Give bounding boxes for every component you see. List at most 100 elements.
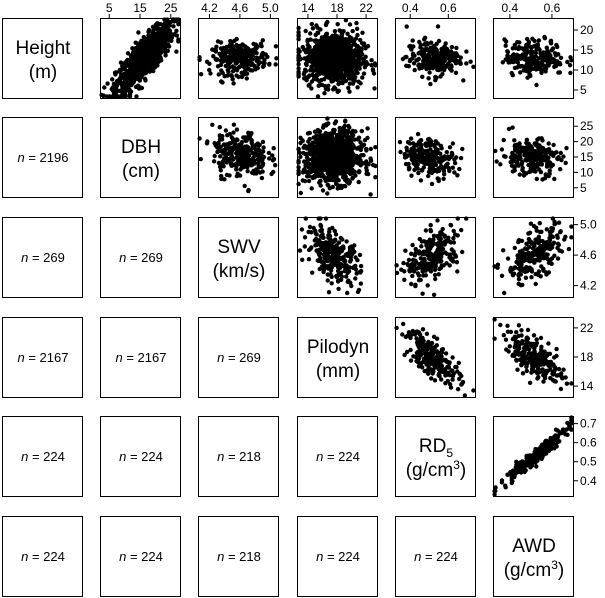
- scatter-point: [401, 260, 406, 266]
- scatter-point: [244, 57, 250, 63]
- scatter-point: [453, 253, 458, 258]
- scatter-point: [234, 43, 239, 48]
- scatter-point: [151, 68, 156, 74]
- scatter-point: [124, 82, 129, 87]
- scatter-point: [344, 131, 350, 136]
- scatter-point: [242, 64, 247, 69]
- scatter-point: [324, 63, 329, 68]
- scatter-point: [524, 50, 529, 56]
- scatter-point: [313, 60, 319, 65]
- scatter-point: [168, 19, 173, 25]
- scatter-point: [558, 229, 563, 234]
- scatter-point: [539, 158, 545, 163]
- scatter-point: [305, 42, 310, 48]
- scatter-point: [316, 152, 321, 158]
- scatter-point: [458, 155, 464, 161]
- scatter-point: [173, 17, 179, 22]
- scatter-point: [358, 53, 363, 58]
- scatter-point: [358, 263, 364, 269]
- scatter-point: [446, 235, 451, 240]
- scatter-point: [341, 59, 346, 64]
- panel-frame-1-5: [493, 117, 574, 198]
- scatter-point: [220, 134, 225, 139]
- scatter-point: [437, 266, 442, 272]
- variable-unit-swv: (km/s): [213, 261, 266, 282]
- scatter-point: [357, 252, 363, 258]
- scatter-point: [310, 140, 316, 145]
- scatter-point: [307, 136, 312, 142]
- scatter-point: [302, 244, 307, 249]
- scatter-point: [220, 159, 225, 164]
- scatter-point: [296, 37, 301, 42]
- scatter-point: [509, 70, 514, 76]
- scatter-point: [210, 47, 215, 52]
- scatter-point: [136, 30, 141, 35]
- scatter-point: [156, 26, 161, 31]
- panel-frame-3-0: [2, 317, 83, 398]
- scatter-panel-height-vs-rd5: [400, 24, 476, 87]
- scatter-point: [436, 38, 442, 44]
- scatter-point: [407, 58, 413, 64]
- scatter-point: [315, 172, 320, 177]
- scatter-point: [139, 41, 144, 46]
- scatter-point: [555, 233, 560, 238]
- scatter-point: [298, 190, 303, 196]
- scatter-point: [533, 281, 538, 287]
- scatter-point: [316, 247, 321, 253]
- scatter-panel-pilodyn-vs-rd5: [394, 321, 476, 398]
- scatter-point: [223, 155, 228, 160]
- scatter-point: [550, 216, 556, 221]
- scatter-point: [421, 273, 426, 278]
- scatter-point: [349, 130, 354, 136]
- scatter-point: [422, 256, 427, 262]
- scatter-point: [448, 223, 454, 228]
- scatter-point: [338, 183, 344, 188]
- panel-frame-4-3: [297, 416, 378, 497]
- sample-size-label: n = 224: [316, 549, 360, 564]
- scatter-point: [537, 146, 542, 152]
- scatter-point: [308, 57, 313, 62]
- scatter-point: [131, 79, 136, 84]
- scatter-point: [359, 48, 364, 53]
- scatter-point: [357, 169, 362, 174]
- scatter-point: [204, 141, 210, 146]
- scatter-point: [515, 256, 521, 261]
- scatter-point: [220, 70, 225, 76]
- scatter-point: [542, 252, 547, 257]
- scatter-point: [454, 260, 460, 265]
- scatter-point: [451, 236, 456, 241]
- scatter-point: [431, 159, 436, 165]
- scatter-point: [162, 46, 168, 51]
- scatter-point: [332, 160, 337, 166]
- scatter-point: [455, 269, 460, 274]
- scatter-point: [444, 150, 449, 155]
- scatter-point: [550, 241, 556, 247]
- scatter-point: [329, 75, 334, 80]
- scatter-point: [349, 36, 354, 41]
- scatter-point: [315, 241, 320, 246]
- scatter-point: [338, 29, 344, 34]
- scatter-point: [240, 42, 246, 48]
- scatter-point: [244, 158, 250, 163]
- scatter-point: [544, 272, 549, 277]
- scatter-point: [537, 150, 542, 155]
- scatter-point: [398, 149, 403, 155]
- scatter-point: [431, 168, 436, 174]
- scatter-point: [130, 65, 136, 71]
- scatter-point: [251, 155, 256, 161]
- scatter-point: [326, 176, 332, 181]
- scatter-point: [429, 376, 434, 381]
- scatter-point: [447, 50, 452, 55]
- scatter-point: [433, 150, 439, 155]
- scatter-point: [335, 252, 340, 258]
- variable-name-swv: SWV: [217, 237, 261, 258]
- scatter-point: [412, 160, 417, 166]
- scatter-point: [125, 77, 131, 82]
- variable-unit-dbh: (cm): [122, 161, 160, 182]
- scatter-point: [404, 63, 409, 68]
- scatter-point: [219, 137, 225, 142]
- panel-frame-0-5: [493, 18, 574, 99]
- scatter-point: [569, 224, 574, 229]
- scatter-point: [527, 230, 533, 235]
- scatter-point: [431, 237, 436, 242]
